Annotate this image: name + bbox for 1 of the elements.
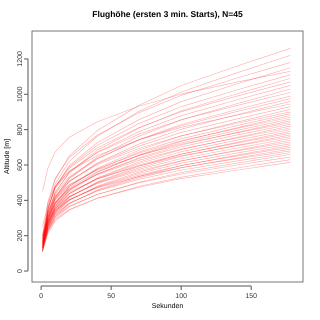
- chart-title: Flughöhe (ersten 3 min. Starts), N=45: [92, 9, 243, 19]
